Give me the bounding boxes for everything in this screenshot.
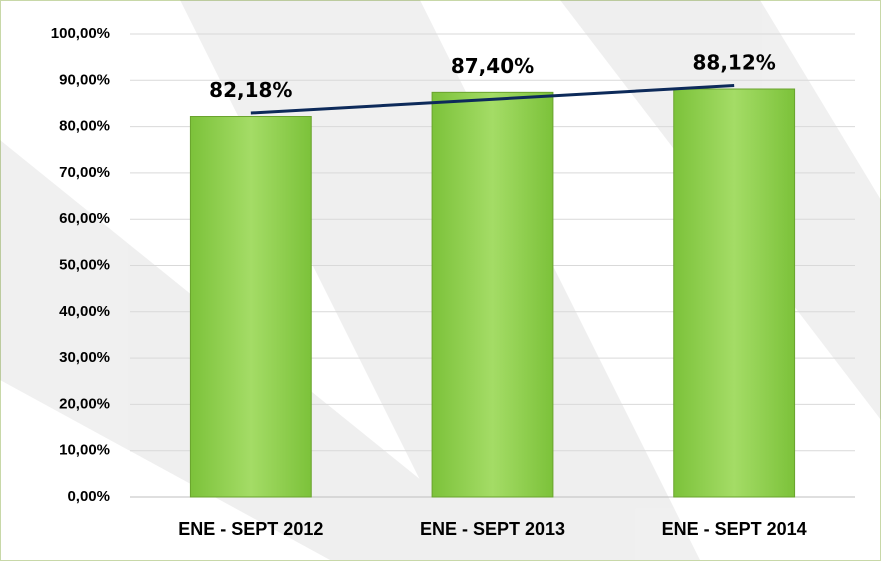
y-tick-label: 40,00% <box>59 303 110 320</box>
y-tick-label: 100,00% <box>51 25 110 42</box>
y-tick-label: 20,00% <box>59 395 110 412</box>
y-tick-label: 90,00% <box>59 71 110 88</box>
data-label: 88,12% <box>693 51 776 75</box>
bar <box>673 88 796 498</box>
data-label: 87,40% <box>451 54 534 78</box>
trendline <box>250 84 735 115</box>
data-label: 82,18% <box>209 78 292 102</box>
bar <box>431 91 554 498</box>
y-tick-label: 80,00% <box>59 118 110 135</box>
y-tick-label: 60,00% <box>59 210 110 227</box>
y-tick-label: 30,00% <box>59 349 110 366</box>
y-tick-label: 50,00% <box>59 256 110 273</box>
x-tick-label: ENE - SEPT 2012 <box>178 519 323 539</box>
y-tick-label: 70,00% <box>59 164 110 181</box>
y-tick-label: 0,00% <box>67 488 110 505</box>
bar <box>189 116 312 498</box>
x-tick-label: ENE - SEPT 2013 <box>420 519 565 539</box>
y-tick-label: 10,00% <box>59 442 110 459</box>
x-tick-label: ENE - SEPT 2014 <box>662 519 807 539</box>
